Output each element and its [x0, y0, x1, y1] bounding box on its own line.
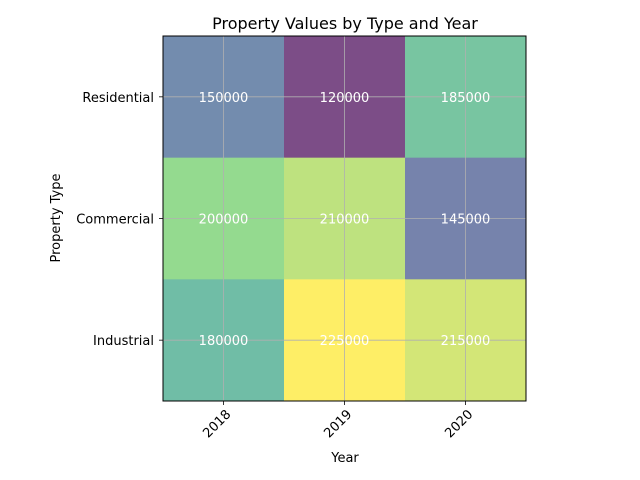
cell-value-label: 185000	[441, 91, 491, 106]
cell-value-label: 120000	[320, 91, 370, 106]
x-axis-label: Year	[330, 451, 359, 466]
y-axis-ticks: Residential Commercial Industrial	[76, 91, 163, 349]
cell-value-label: 150000	[199, 91, 249, 106]
chart-title: Property Values by Type and Year	[212, 14, 478, 33]
grid-lines	[163, 36, 526, 401]
y-tick-label: Residential	[82, 91, 154, 106]
cell-value-label: 200000	[199, 213, 249, 228]
cell-value-label: 210000	[320, 213, 370, 228]
y-axis-label: Property Type	[49, 173, 64, 262]
cell-value-label: 215000	[441, 334, 491, 349]
y-tick-label: Commercial	[76, 213, 154, 228]
cell-value-label: 225000	[320, 334, 370, 349]
y-tick-label: Industrial	[93, 334, 154, 349]
cell-value-label: 145000	[441, 213, 491, 228]
cell-labels: 150000 120000 185000 200000 210000 145000 1800…	[199, 91, 491, 349]
cell-value-label: 180000	[199, 334, 249, 349]
